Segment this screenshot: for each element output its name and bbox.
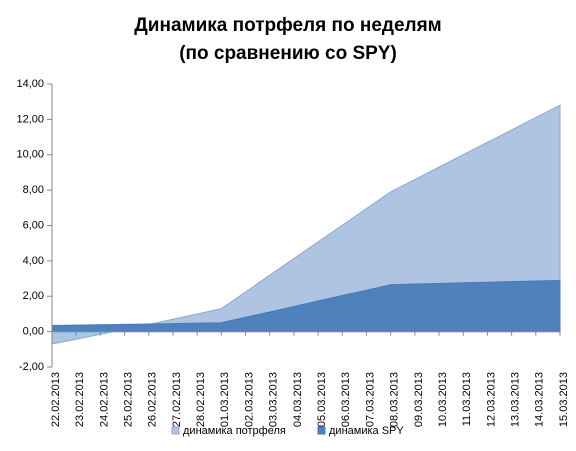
x-tick-label: 11.03.2013 [461,372,473,426]
y-tick-label: 2,00 [23,290,44,302]
x-tick-label: 05.03.2013 [316,372,328,427]
legend-swatch [171,426,180,435]
y-tick-label: 10,00 [16,149,44,161]
x-tick-label: 06.03.2013 [340,372,352,427]
x-tick-label: 09.03.2013 [413,372,425,427]
x-tick-label: 22.02.2013 [50,372,62,427]
x-tick-label: 02.03.2013 [243,372,255,427]
y-tick-label: 6,00 [23,219,44,231]
x-tick-label: 10.03.2013 [437,372,449,427]
y-tick-label: 8,00 [23,184,44,196]
x-tick-label: 14.03.2013 [534,372,546,427]
x-tick-label: 07.03.2013 [364,372,376,427]
x-tick-label: 27.02.2013 [171,372,183,427]
x-tick-label: 01.03.2013 [219,372,231,427]
x-tick-label: 04.03.2013 [292,372,304,427]
x-tick-label: 25.02.2013 [122,372,134,427]
chart-title: (по сравнению со SPY) [179,43,397,64]
y-tick-label: 4,00 [23,255,44,267]
area [51,279,561,333]
x-tick-label: 26.02.2013 [147,372,159,427]
legend-label: динамика потрфеля [183,425,286,437]
x-tick-label: 08.03.2013 [389,372,401,427]
x-tick-label: 12.03.2013 [485,372,497,427]
x-tick-label: 15.03.2013 [558,372,570,427]
x-tick-label: 13.03.2013 [510,372,522,427]
y-tick-label: 0,00 [23,326,44,338]
y-tick-label: -2,00 [19,361,44,373]
legend-swatch [317,426,326,435]
x-tick-label: 23.02.2013 [74,372,86,427]
y-tick-label: 12,00 [16,113,44,125]
x-tick-label: 28.02.2013 [195,372,207,427]
y-tick-label: 14,00 [16,78,44,90]
x-tick-label: 24.02.2013 [98,372,110,427]
chart-title: Динамика потрфеля по неделям [134,15,442,36]
legend-label: динамика SPY [329,425,404,437]
x-tick-label: 03.03.2013 [268,372,280,427]
